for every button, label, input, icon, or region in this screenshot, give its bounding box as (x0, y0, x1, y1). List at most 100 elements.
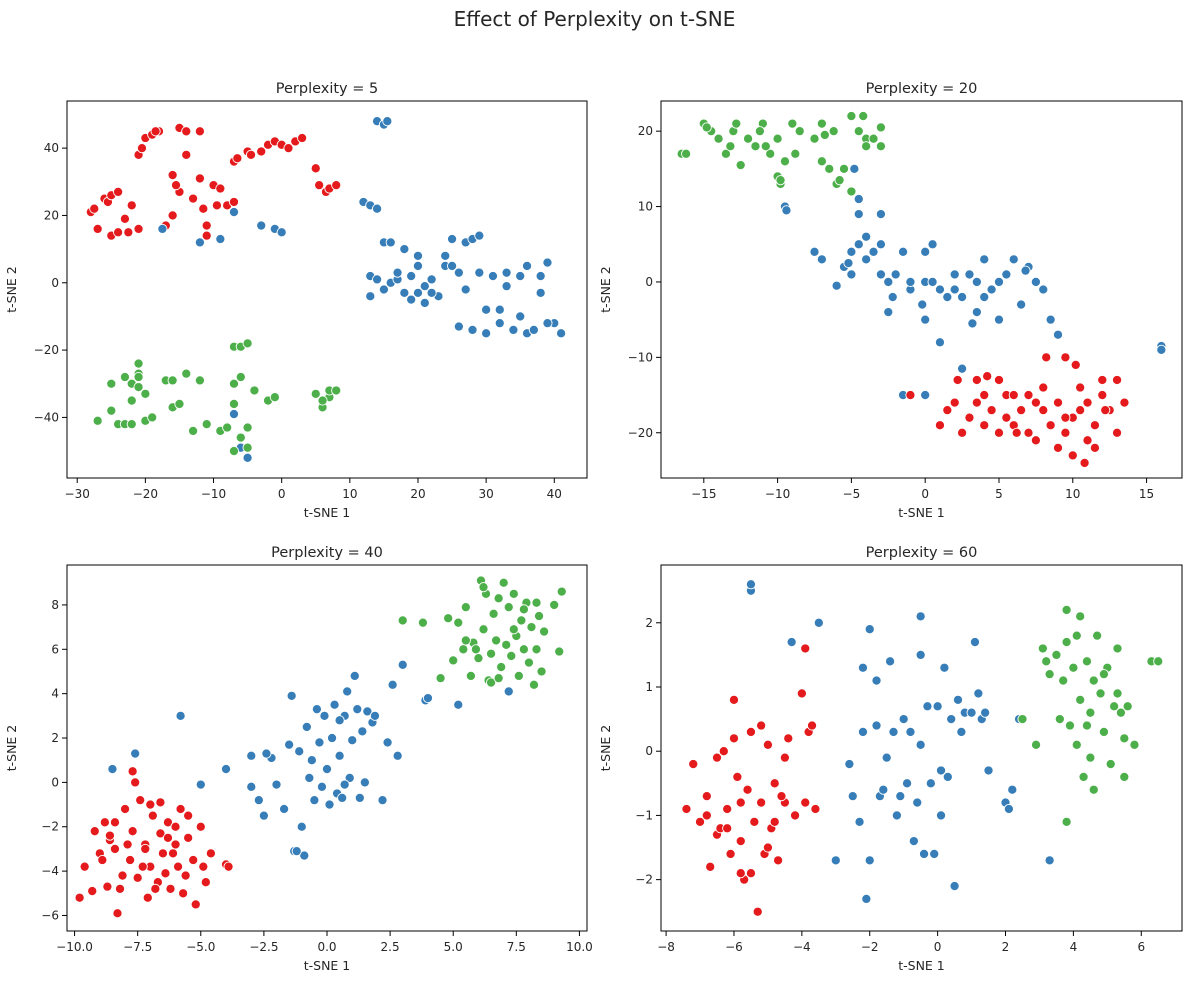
data-point (969, 637, 981, 648)
data-point (160, 868, 171, 879)
data-point (1105, 759, 1116, 770)
data-point (501, 639, 512, 650)
data-point (806, 720, 818, 731)
data-point (1085, 752, 1096, 763)
x-tick-label: −15 (691, 487, 716, 501)
data-point (846, 186, 857, 197)
data-point (843, 258, 854, 269)
data-point (249, 385, 260, 396)
data-point (1008, 390, 1019, 401)
data-point (419, 281, 430, 292)
data-point (964, 412, 975, 423)
data-point (488, 608, 499, 619)
x-tick-label: 0 (934, 940, 942, 954)
data-point (392, 267, 403, 278)
data-point (279, 803, 290, 815)
data-point (334, 750, 345, 761)
data-point (861, 254, 872, 265)
data-point (109, 817, 121, 828)
data-point (816, 254, 827, 265)
data-point (775, 175, 786, 186)
data-point (503, 602, 514, 613)
x-tick-label: 10 (1065, 487, 1080, 501)
data-point (150, 883, 161, 894)
data-point (1088, 784, 1099, 795)
data-point (783, 733, 794, 744)
data-point (908, 836, 919, 847)
data-point (824, 163, 835, 174)
subplot-3: −10.0 −7.5 −5.0 −2.5 0.0 2.5 5.0 7.5 10.0 −6 −4 −2 0… (4, 545, 593, 973)
data-point (397, 659, 408, 670)
data-point (188, 854, 199, 866)
data-point (871, 720, 882, 731)
data-point (773, 855, 784, 866)
data-point (701, 810, 712, 821)
data-point (1045, 314, 1056, 325)
data-point (849, 163, 860, 174)
data-point (521, 260, 533, 271)
data-point (200, 877, 211, 888)
data-point (1098, 726, 1109, 738)
data-point (352, 704, 363, 715)
data-point (460, 284, 471, 295)
data-point (501, 267, 512, 278)
data-point (486, 677, 497, 688)
data-point (235, 371, 246, 383)
data-point (162, 832, 174, 843)
data-point (478, 624, 489, 635)
data-point (412, 287, 424, 298)
data-point (122, 839, 133, 850)
data-point (104, 830, 115, 841)
data-point (1054, 714, 1065, 725)
data-point (828, 126, 839, 137)
data-point (942, 405, 953, 416)
data-point (875, 269, 886, 280)
data-point (1122, 701, 1133, 712)
data-point (1020, 265, 1031, 276)
y-tick-label: 4 (51, 687, 59, 701)
data-point (297, 132, 308, 144)
data-point (1030, 397, 1041, 408)
plot-frame (660, 564, 1183, 932)
data-point (752, 906, 763, 917)
data-point (228, 196, 240, 208)
data-point (1011, 427, 1022, 438)
data-point (382, 737, 393, 748)
data-point (794, 126, 805, 137)
data-point (846, 269, 857, 280)
data-point (1095, 688, 1106, 699)
data-point (422, 693, 434, 704)
data-point (756, 797, 767, 808)
data-point (883, 276, 894, 288)
data-point (347, 735, 358, 746)
data-point (79, 861, 90, 872)
data-point (934, 420, 946, 431)
data-point (1112, 643, 1123, 654)
data-point (871, 675, 882, 686)
data-point (725, 848, 736, 860)
data-point (155, 797, 166, 808)
data-point (756, 720, 767, 731)
data-point (905, 390, 916, 401)
data-point (846, 246, 857, 257)
x-tick-label: 2 (1002, 940, 1010, 954)
data-point (357, 726, 368, 737)
data-point (1017, 714, 1028, 725)
data-point (875, 209, 886, 220)
data-point (1064, 720, 1076, 731)
x-tick-label: −30 (65, 487, 90, 501)
data-point (123, 227, 134, 238)
data-point (979, 291, 990, 303)
data-point (365, 291, 376, 302)
data-point (491, 635, 502, 646)
data-point (109, 843, 121, 854)
data-point (1081, 720, 1093, 731)
data-point (120, 803, 131, 815)
x-tick-label: 2.5 (381, 940, 400, 954)
data-point (917, 299, 928, 310)
data-point (919, 848, 930, 860)
data-point (1016, 405, 1027, 416)
data-point (460, 602, 471, 613)
data-point (949, 397, 960, 408)
data-point (1038, 382, 1049, 393)
